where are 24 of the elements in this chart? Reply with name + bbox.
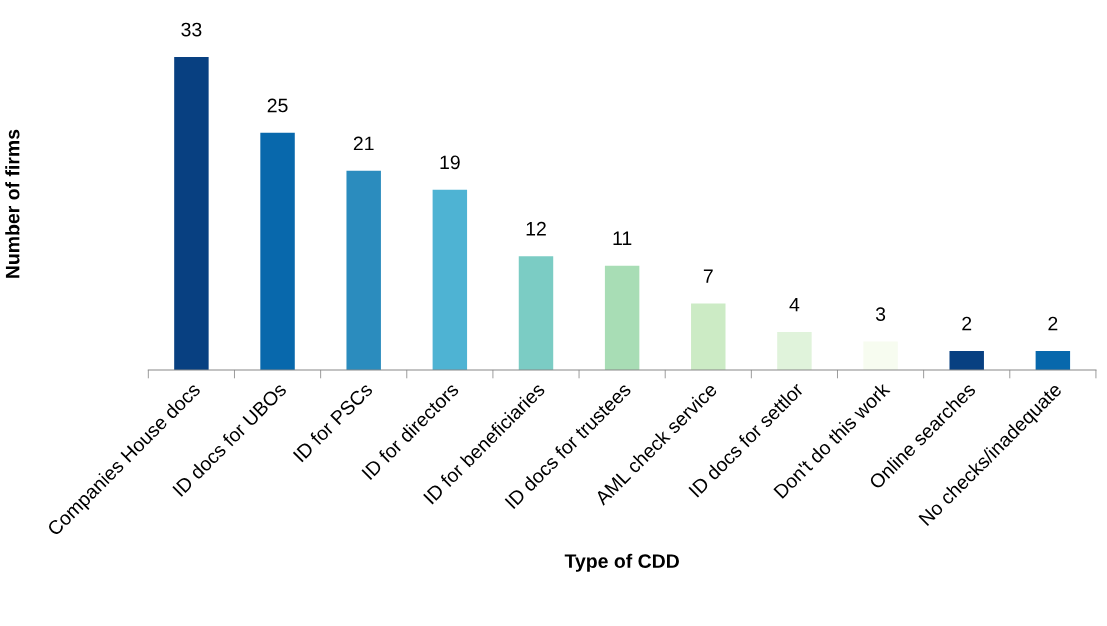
bar <box>518 256 554 370</box>
data-label: 7 <box>703 269 713 283</box>
data-label: 2 <box>962 316 972 331</box>
data-label: 2 <box>1048 316 1058 331</box>
bar <box>174 56 209 370</box>
data-label: 21 <box>353 136 374 151</box>
y-axis-title: Number of firms <box>5 129 20 278</box>
data-label: 25 <box>267 98 288 113</box>
bar <box>346 170 381 370</box>
bar <box>260 132 295 370</box>
bar <box>949 351 984 370</box>
bar <box>777 332 812 370</box>
bar <box>1035 351 1071 370</box>
bar <box>604 265 640 370</box>
bar <box>691 303 726 370</box>
data-label: 11 <box>613 231 632 245</box>
data-label: 19 <box>440 155 460 170</box>
bar <box>863 341 898 370</box>
data-label: 33 <box>181 22 202 37</box>
x-axis-title: Type of CDD <box>564 553 679 572</box>
data-label: 12 <box>526 221 546 236</box>
data-label: 3 <box>875 307 886 321</box>
data-label: 4 <box>789 297 800 312</box>
bar <box>432 189 468 370</box>
